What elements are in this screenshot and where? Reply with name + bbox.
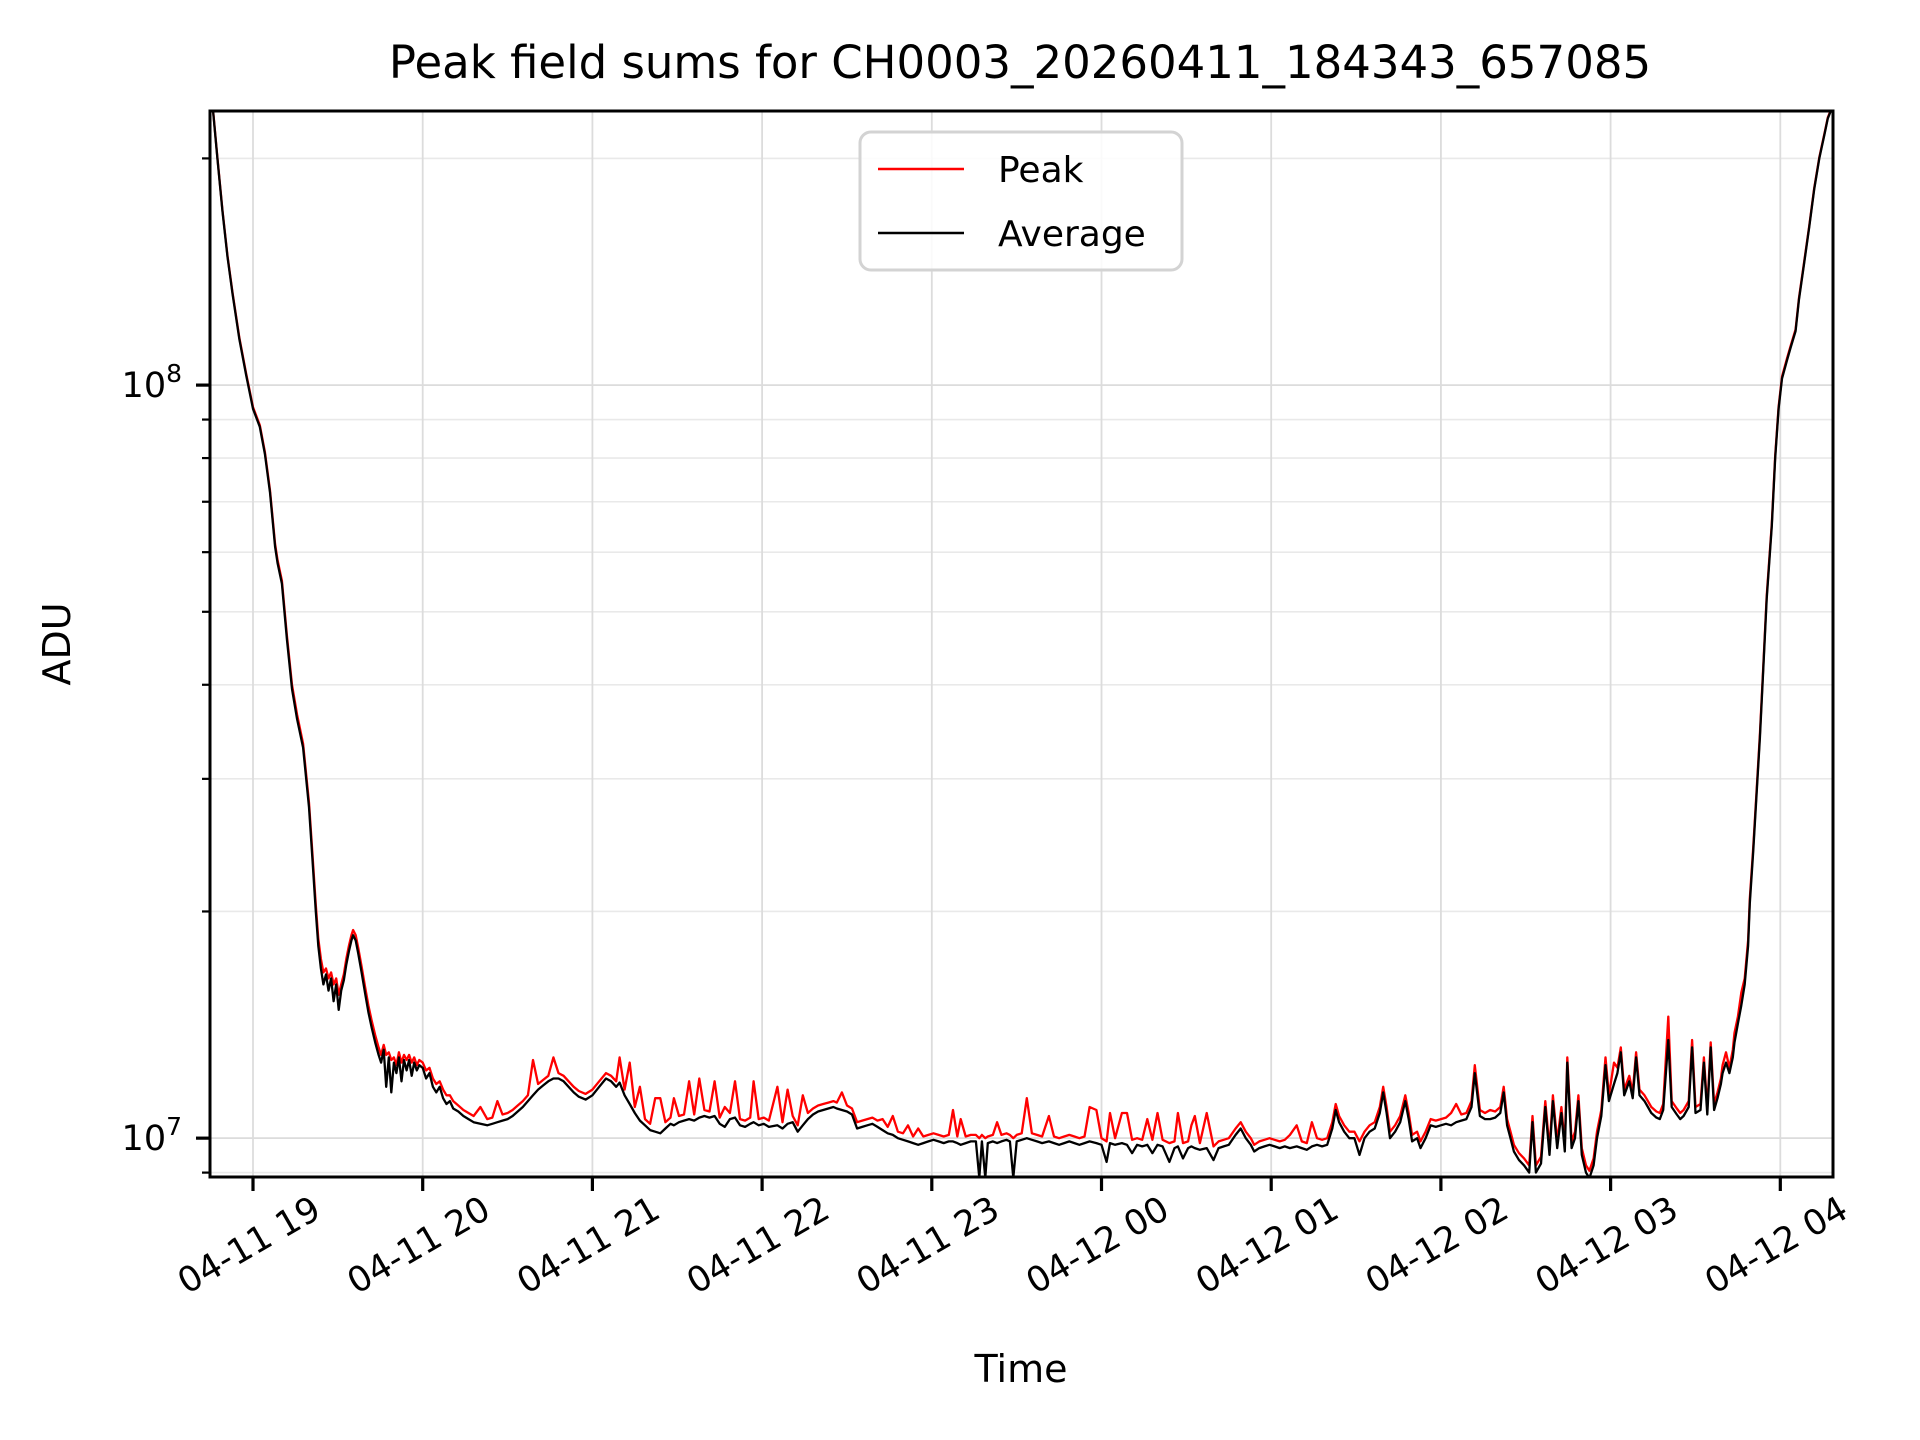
legend-label-peak: Peak <box>998 150 1084 191</box>
y-tick-label: 107 <box>122 1112 182 1159</box>
x-tick-label: 04-12 02 <box>1359 1189 1515 1302</box>
y-axis-label: ADU <box>35 602 79 685</box>
legend-label-average: Average <box>998 214 1146 255</box>
x-axis-label: Time <box>974 1347 1068 1391</box>
x-tick-label: 04-12 00 <box>1020 1189 1176 1302</box>
x-tick-label: 04-12 04 <box>1699 1189 1855 1302</box>
series-group <box>211 111 1832 1177</box>
legend: Peak Average <box>858 130 1184 272</box>
axis-ticks <box>196 157 1782 1191</box>
x-tick-label: 04-11 21 <box>511 1189 667 1302</box>
legend-box <box>858 130 1184 272</box>
axes-frame <box>208 109 1835 1179</box>
y-tick-label: 108 <box>122 359 182 406</box>
x-tick-label: 04-11 23 <box>850 1189 1006 1302</box>
gridlines-major <box>210 111 1833 1177</box>
x-tick-label: 04-11 20 <box>341 1189 497 1302</box>
x-tick-label: 04-12 01 <box>1189 1189 1345 1302</box>
x-tick-label: 04-11 19 <box>171 1189 327 1302</box>
gridlines-minor <box>210 157 1833 1174</box>
x-tick-label: 04-12 03 <box>1529 1189 1685 1302</box>
x-tick-label: 04-11 22 <box>680 1189 836 1302</box>
chart-title: Peak field sums for CH0003_20260411_1843… <box>389 36 1651 89</box>
average-series-line <box>211 111 1832 1177</box>
